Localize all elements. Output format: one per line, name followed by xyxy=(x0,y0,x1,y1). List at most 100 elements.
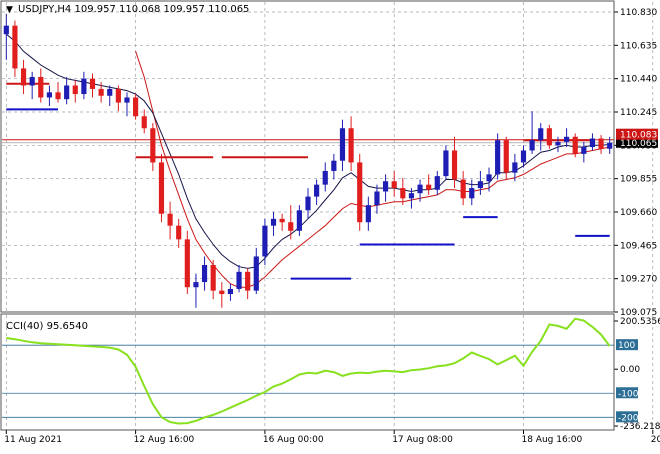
candle-body xyxy=(133,97,139,117)
candle xyxy=(12,20,18,77)
candle-body xyxy=(115,88,121,103)
candle xyxy=(434,170,440,195)
candle xyxy=(348,116,354,171)
candle-body xyxy=(555,141,561,146)
candle-body xyxy=(426,184,432,190)
time-axis: 11 Aug 2021 12 Aug 16:00 16 Aug 00:00 17 Au… xyxy=(4,430,660,445)
horizontal-level-label: 110.083 xyxy=(620,131,657,141)
candle-body xyxy=(12,25,18,69)
candle-body xyxy=(348,128,354,163)
candle-body xyxy=(245,271,251,291)
candle xyxy=(296,205,302,236)
cci-tick-label: -200 xyxy=(618,413,639,423)
candle xyxy=(443,145,449,180)
candle-body xyxy=(3,25,9,35)
main-grid xyxy=(2,2,654,313)
candle-body xyxy=(598,138,604,149)
candle-body xyxy=(46,92,52,98)
candle xyxy=(417,179,423,202)
cci-line xyxy=(6,317,611,425)
candle-body xyxy=(529,140,535,151)
candle xyxy=(270,212,277,236)
candle-body xyxy=(357,162,363,223)
candle-body xyxy=(564,136,570,142)
candle-body xyxy=(443,150,449,177)
cci-grid xyxy=(2,315,654,430)
candle xyxy=(589,133,596,151)
candle-body xyxy=(55,92,61,100)
candle-body xyxy=(288,222,294,231)
candle xyxy=(460,170,466,206)
cci-tick-label: -236.2184 xyxy=(620,422,660,432)
candle xyxy=(55,82,61,103)
candle-body xyxy=(38,76,44,98)
candle-body xyxy=(322,170,328,185)
candle-body xyxy=(184,239,190,288)
symbol-header: USDJPY,H4 109.957 110.068 109.957 110.06… xyxy=(18,4,249,15)
candle xyxy=(581,141,587,163)
candle-body xyxy=(451,150,458,180)
candle xyxy=(426,174,432,195)
candle-body xyxy=(477,181,483,189)
time-tick-label: 20 Aug 00:00 xyxy=(651,435,660,445)
candle xyxy=(529,111,535,154)
candle-body xyxy=(503,140,509,173)
price-tick-label: 110.245 xyxy=(620,108,657,118)
candles-layer[interactable] xyxy=(3,13,613,308)
candle xyxy=(382,174,389,202)
candle xyxy=(374,184,380,214)
candle-body xyxy=(253,256,259,291)
price-tick-label: 109.855 xyxy=(620,175,657,185)
candle-body xyxy=(581,147,587,154)
candle-body xyxy=(124,97,130,103)
candle xyxy=(546,124,552,149)
dropdown-triangle-icon[interactable]: ▼ xyxy=(6,5,13,15)
candle xyxy=(572,133,578,158)
candle xyxy=(98,82,104,103)
candle-body xyxy=(469,188,475,199)
candle xyxy=(227,283,234,301)
candle xyxy=(598,135,604,154)
candle xyxy=(29,71,35,100)
candle-body xyxy=(408,193,415,199)
candle xyxy=(288,205,294,240)
cci-level-box xyxy=(616,387,638,399)
candle-body xyxy=(382,181,389,192)
time-tick-label: 17 Aug 08:00 xyxy=(392,435,453,445)
candle xyxy=(158,153,165,223)
candle xyxy=(167,201,173,240)
candle-body xyxy=(434,176,440,190)
candle xyxy=(279,213,285,231)
candle xyxy=(512,153,518,182)
candle-body xyxy=(589,138,596,148)
candle xyxy=(365,196,371,231)
cci-tick-label: 200.5356 xyxy=(620,317,660,327)
candle xyxy=(339,119,346,171)
candle-body xyxy=(262,225,268,257)
cci-tick-label: -100 xyxy=(618,389,639,399)
candle xyxy=(124,92,130,117)
candle-body xyxy=(374,191,380,206)
price-axis: 109.075 109.270 109.465 109.660 109.855 110.0… xyxy=(614,8,657,318)
candle xyxy=(245,268,251,300)
candle xyxy=(520,145,527,168)
candle xyxy=(503,136,509,180)
candle xyxy=(20,59,27,95)
time-tick-label: 11 Aug 2021 xyxy=(4,435,62,445)
candle-body xyxy=(572,136,578,154)
candle xyxy=(176,218,182,248)
price-tick-label: 109.270 xyxy=(620,275,657,285)
cci-level-box xyxy=(616,411,638,423)
candle xyxy=(486,167,492,192)
candle xyxy=(133,94,139,120)
candle-body xyxy=(81,78,87,95)
candle xyxy=(3,13,9,60)
candle xyxy=(210,259,216,300)
cci-axis: 200.5356 100 0.00 -100 -200-236.2184 xyxy=(614,317,660,432)
candle-body xyxy=(227,288,234,295)
price-tick-label: 110.830 xyxy=(620,8,657,18)
candle xyxy=(322,162,328,192)
